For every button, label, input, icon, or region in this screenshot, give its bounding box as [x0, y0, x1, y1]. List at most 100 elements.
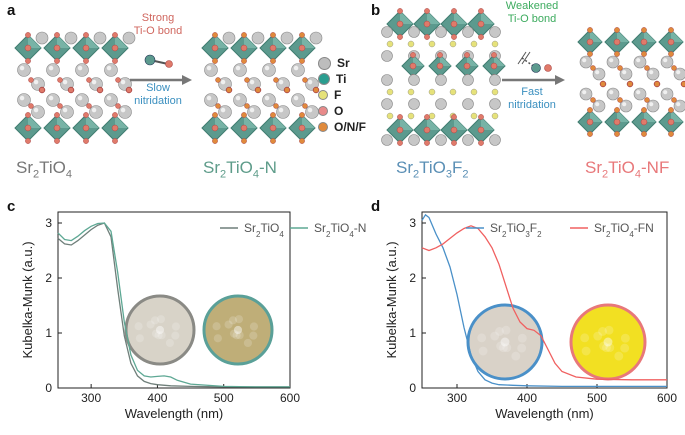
- atom-legend-label: Sr: [337, 56, 350, 70]
- x-tick-label: 400: [147, 391, 167, 405]
- sr-atom: [435, 74, 447, 86]
- sr-atom: [408, 134, 420, 146]
- octahedron: [312, 86, 320, 94]
- f-atom: [470, 40, 478, 48]
- o-atom: [57, 77, 63, 83]
- octahedron: [259, 112, 287, 144]
- sr-atom: [35, 31, 49, 45]
- atom-dot: [318, 106, 328, 116]
- o-atom: [302, 103, 308, 109]
- octahedron: [428, 52, 452, 80]
- o-atom: [590, 97, 596, 103]
- octahedron: [577, 107, 603, 137]
- atom-dot: [318, 73, 330, 85]
- atom-legend-label: F: [334, 88, 342, 102]
- f-atom: [491, 40, 499, 48]
- f-atom: [386, 112, 394, 120]
- octahedron: [631, 27, 657, 57]
- sr-atom: [408, 74, 420, 86]
- f-atom: [449, 40, 457, 48]
- f-atom: [470, 112, 478, 120]
- octahedron: [225, 86, 233, 94]
- f-atom: [428, 88, 436, 96]
- x-axis-label: Wavelength (nm): [125, 406, 224, 421]
- atom-dot: [318, 56, 331, 70]
- octahedron: [254, 86, 262, 94]
- sr-atom: [381, 74, 393, 86]
- y-axis-label: Kubelka-Munk (a.u.): [20, 241, 35, 358]
- y-tick-label: 0: [409, 381, 416, 395]
- octahedron: [283, 86, 291, 94]
- sr-atom: [435, 134, 447, 146]
- sr-atom: [280, 31, 294, 45]
- arrow-head: [182, 75, 192, 85]
- octahedron: [604, 107, 630, 137]
- legend-label: Sr2TiO4-N: [314, 221, 366, 239]
- plot-frame: [421, 211, 668, 389]
- y-tick-label: 1: [45, 326, 52, 340]
- f-atom: [407, 40, 415, 48]
- series-line: [57, 222, 290, 388]
- y-tick-label: 2: [409, 271, 416, 285]
- o-atom: [302, 77, 308, 83]
- octahedron: [386, 8, 414, 40]
- y-tick-label: 3: [409, 216, 416, 230]
- sr-atom: [381, 26, 393, 38]
- octahedron: [230, 32, 258, 64]
- x-tick-label: 300: [447, 391, 467, 405]
- caption-sr2tio4-n: Sr2TiO4-N: [203, 158, 277, 181]
- o-atom: [28, 103, 34, 109]
- octahedron: [125, 86, 133, 94]
- octahedron: [658, 107, 684, 137]
- octahedron: [14, 112, 42, 144]
- octahedron: [604, 27, 630, 57]
- octahedron: [467, 8, 495, 40]
- octahedron: [577, 27, 603, 57]
- o-atom: [115, 77, 121, 83]
- crystal-structures: [14, 8, 685, 146]
- octahedron: [38, 86, 46, 94]
- arrow-label-slow-nitridation: Slow nitridation: [134, 82, 182, 107]
- arrow-head: [555, 75, 565, 85]
- series-line: [421, 225, 667, 381]
- sr-atom: [408, 26, 420, 38]
- o-atom: [86, 103, 92, 109]
- octahedron: [14, 32, 42, 64]
- octahedron: [631, 107, 657, 137]
- sr-atom: [462, 98, 474, 110]
- o-atom: [617, 97, 623, 103]
- x-tick-label: 600: [657, 391, 677, 405]
- o-atom: [671, 65, 677, 71]
- octahedron: [43, 32, 71, 64]
- y-tick-label: 2: [45, 271, 52, 285]
- arrow-label-strong-bond: Strong Ti-O bond: [133, 12, 183, 37]
- octahedron: [680, 80, 685, 88]
- octahedron: [288, 32, 316, 64]
- chart-d: 300 400 500 600 0 1 2 3 Wavelength (nm) Kubelka-M…: [384, 211, 677, 421]
- octahedron: [482, 52, 506, 80]
- sr-atom: [408, 98, 420, 110]
- f-atom: [386, 88, 394, 96]
- atom-legend-sr: Sr: [318, 56, 350, 70]
- y-axis-label: Kubelka-Munk (a.u.): [384, 241, 399, 358]
- atom-dot: [318, 122, 328, 132]
- octahedron: [599, 80, 607, 88]
- atom-legend-label: Ti: [336, 72, 347, 86]
- panel-label-d: d: [371, 198, 381, 215]
- o-atom: [644, 65, 650, 71]
- octahedron: [626, 80, 634, 88]
- sr-atom: [489, 74, 501, 86]
- sr-atom: [489, 134, 501, 146]
- caption-sr2tio4-nf: Sr2TiO4-NF: [585, 158, 670, 181]
- sr-atom: [462, 134, 474, 146]
- ti-atom-glyph: [144, 54, 156, 66]
- x-tick-label: 400: [517, 391, 537, 405]
- o-atom: [273, 77, 279, 83]
- sr-atom: [381, 50, 393, 62]
- sr-atom: [251, 31, 265, 45]
- f-atom: [491, 88, 499, 96]
- sr-atom: [93, 31, 107, 45]
- octahedron: [201, 32, 229, 64]
- o-atom: [273, 103, 279, 109]
